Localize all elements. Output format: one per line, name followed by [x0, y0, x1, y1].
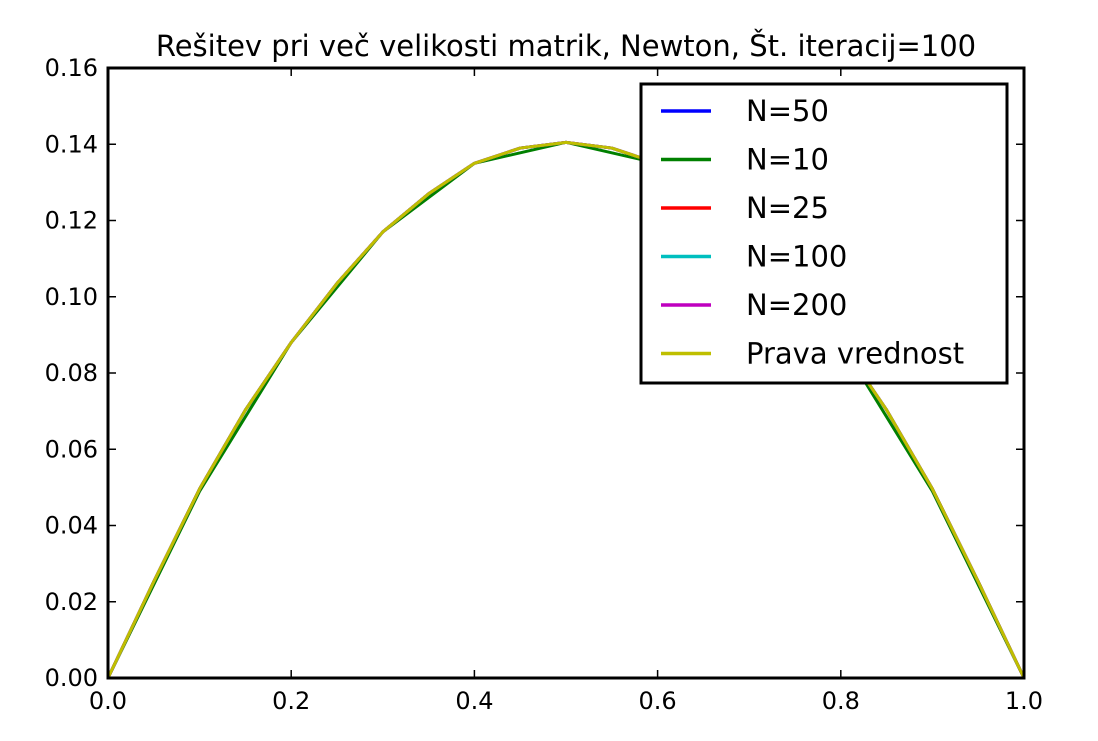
legend-label: N=200 [746, 288, 847, 322]
plot-frame [106, 66, 1026, 680]
x-tick-label: 0.0 [89, 687, 127, 715]
legend-label: N=100 [746, 240, 847, 274]
chart-title: Rešitev pri več velikosti matrik, Newton… [156, 29, 976, 63]
y-tick-label: 0.08 [45, 359, 98, 387]
x-tick-label: 1.0 [1005, 687, 1043, 715]
y-tick-label: 0.14 [45, 130, 98, 158]
series-line-5 [106, 140, 1026, 679]
y-tick-label: 0.12 [45, 207, 98, 235]
y-tick-label: 0.02 [45, 588, 98, 616]
x-tick-label: 0.4 [455, 687, 493, 715]
legend: N=50 N=10 N=25 N=100 N=200 Prava vrednost [639, 82, 1009, 385]
y-tick-label: 0.06 [45, 435, 98, 463]
legend-box [639, 82, 1009, 385]
legend-label: N=50 [746, 94, 829, 128]
y-tick-label: 0.10 [45, 283, 98, 311]
plot-series [106, 140, 1026, 679]
x-tick-label: 0.8 [822, 687, 860, 715]
y-tick-label: 0.00 [45, 664, 98, 692]
x-tick-label: 0.2 [272, 687, 310, 715]
x-tick-label: 0.6 [639, 687, 677, 715]
y-tick-label: 0.16 [45, 54, 98, 82]
legend-label: N=25 [746, 191, 829, 225]
y-axis: 0.00 0.02 0.04 0.06 0.08 0.10 0.12 0.14 0.16 [45, 54, 1024, 692]
y-tick-label: 0.04 [45, 512, 98, 540]
legend-label: Prava vrednost [746, 337, 964, 371]
x-axis: 0.0 0.2 0.4 0.6 0.8 1.0 [89, 68, 1043, 715]
legend-label: N=10 [746, 143, 829, 177]
